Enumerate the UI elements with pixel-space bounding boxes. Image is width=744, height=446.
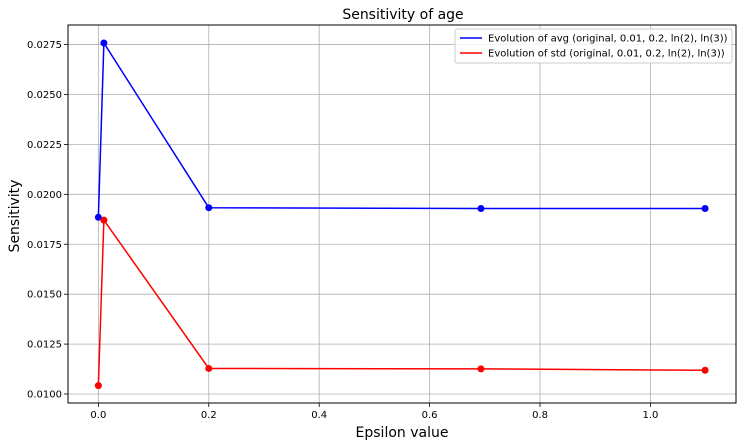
x-tick-label: 0.2 [201,410,217,421]
data-point [94,213,102,221]
y-tick-label: 0.0175 [27,240,62,251]
y-tick-label: 0.0125 [27,340,62,351]
data-point [205,364,213,372]
x-axis-title: Epsilon value [356,425,449,441]
legend-box [454,28,733,64]
data-point [701,205,709,213]
data-point [100,216,108,224]
y-tick-label: 0.0200 [27,190,62,201]
data-point [100,39,108,47]
y-tick-label: 0.0100 [27,390,62,401]
data-point [94,382,102,390]
x-tick-label: 0.0 [90,410,106,421]
legend: Evolution of avg (original, 0.01, 0.2, l… [454,28,733,64]
data-point [205,204,213,212]
chart-title: Sensitivity of age [342,7,463,23]
data-point [477,205,485,213]
series-layer [94,39,709,390]
x-tick-label: 1.0 [642,410,658,421]
y-tick-label: 0.0150 [27,290,62,301]
x-tick-label: 0.8 [532,410,548,421]
y-tick-label: 0.0250 [27,90,62,101]
plot-frame [67,24,737,404]
data-point [477,365,485,373]
data-point [701,366,709,374]
y-axis-title: Sensitivity [7,180,23,253]
legend-label: Evolution of std (original, 0.01, 0.2, l… [488,49,725,60]
legend-label: Evolution of avg (original, 0.01, 0.2, l… [488,34,728,45]
x-tick-label: 0.4 [311,410,327,421]
axis-ticks: 0.0 0.2 0.4 0.6 0.8 1.0 0.0100 0.0125 0.0150 0.01… [27,40,658,421]
y-tick-label: 0.0275 [27,40,62,51]
y-tick-label: 0.0225 [27,140,62,151]
x-tick-label: 0.6 [422,410,438,421]
